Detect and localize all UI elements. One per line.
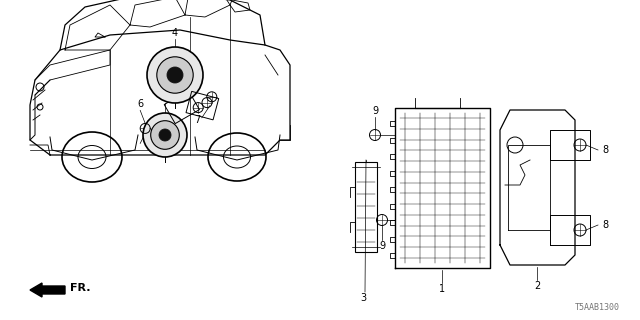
Text: 5: 5 — [162, 92, 168, 102]
Circle shape — [159, 129, 171, 141]
Text: 9: 9 — [372, 106, 378, 116]
Text: FR.: FR. — [70, 283, 90, 293]
Text: 3: 3 — [360, 293, 366, 303]
Text: T5AAB1300: T5AAB1300 — [575, 303, 620, 312]
Text: 8: 8 — [602, 220, 608, 230]
Text: 4: 4 — [172, 28, 178, 38]
Circle shape — [143, 113, 187, 157]
Text: 2: 2 — [534, 281, 540, 291]
Text: 6: 6 — [137, 100, 143, 109]
Bar — [164, 91, 200, 124]
Text: 9: 9 — [379, 241, 385, 251]
Circle shape — [167, 67, 183, 83]
Text: 8: 8 — [602, 145, 608, 155]
Circle shape — [157, 57, 193, 93]
Circle shape — [150, 121, 179, 149]
Text: 1: 1 — [439, 284, 445, 294]
Bar — [186, 91, 219, 120]
FancyArrow shape — [30, 283, 65, 297]
Text: 7: 7 — [195, 115, 201, 125]
Bar — [355, 162, 377, 252]
Circle shape — [147, 47, 203, 103]
